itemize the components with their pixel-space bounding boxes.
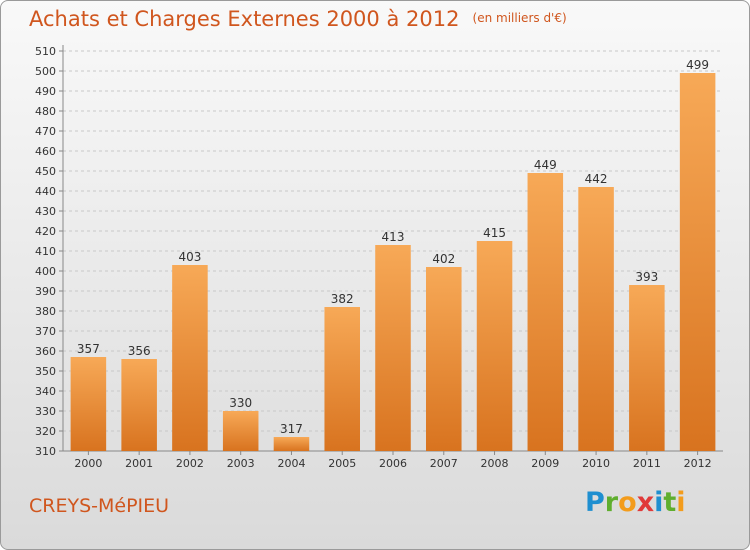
- commune-name: CREYS-MéPIEU: [29, 495, 170, 517]
- bar-value-label: 413: [382, 230, 405, 244]
- x-tick-label: 2008: [481, 457, 509, 470]
- bar-2009: [527, 173, 564, 451]
- logo-letter: o: [618, 487, 637, 518]
- bar-value-label: 356: [128, 344, 151, 358]
- logo-letter: t: [663, 487, 677, 518]
- bar-2011: [629, 285, 665, 451]
- bar-value-label: 415: [483, 226, 506, 240]
- y-tick-label: 470: [35, 125, 56, 138]
- chart-title: Achats et Charges Externes 2000 à 2012: [29, 7, 460, 31]
- bar-2004: [273, 437, 310, 451]
- logo-letter: P: [585, 487, 605, 518]
- y-tick-label: 500: [35, 65, 56, 78]
- y-tick-label: 400: [35, 265, 56, 278]
- y-tick-label: 310: [35, 445, 56, 458]
- y-tick-label: 490: [35, 85, 56, 98]
- bar-2007: [426, 267, 462, 451]
- logo-letter: i: [676, 487, 686, 518]
- bars: [70, 73, 716, 451]
- y-tick-label: 340: [35, 385, 56, 398]
- y-tick-label: 350: [35, 365, 56, 378]
- chart-subtitle: (en milliers d'€): [472, 11, 567, 25]
- bar-value-label: 499: [686, 58, 709, 72]
- bar-2010: [578, 187, 614, 451]
- logo-letter: x: [636, 487, 655, 518]
- x-tick-label: 2009: [531, 457, 559, 470]
- y-tick-label: 320: [35, 425, 56, 438]
- bar-value-label: 330: [229, 396, 252, 410]
- x-tick-label: 2011: [633, 457, 661, 470]
- y-tick-label: 460: [35, 145, 56, 158]
- bar-2001: [121, 359, 157, 451]
- bar-value-label: 402: [432, 252, 455, 266]
- y-tick-label: 360: [35, 345, 56, 358]
- x-tick-label: 2004: [277, 457, 305, 470]
- x-tick-label: 2002: [176, 457, 204, 470]
- x-tick-label: 2006: [379, 457, 407, 470]
- bar-2000: [70, 357, 107, 451]
- bar-2003: [222, 411, 259, 451]
- y-tick-label: 450: [35, 165, 56, 178]
- x-tick-label: 2003: [227, 457, 255, 470]
- bar-value-label: 403: [178, 250, 201, 264]
- y-tick-label: 430: [35, 205, 56, 218]
- bar-value-label: 357: [77, 342, 100, 356]
- x-tick-label: 2012: [684, 457, 712, 470]
- bar-2002: [172, 265, 208, 451]
- y-tick-label: 330: [35, 405, 56, 418]
- y-tick-label: 420: [35, 225, 56, 238]
- bar-value-label: 393: [635, 270, 658, 284]
- x-tick-label: 2000: [74, 457, 102, 470]
- proxiti-logo: Proxiti: [585, 487, 686, 518]
- bar-value-label: 317: [280, 422, 303, 436]
- x-tick-label: 2001: [125, 457, 153, 470]
- bar-value-label: 449: [534, 158, 557, 172]
- labels: 310 320 330 340 350 360 370 380 390 400 410 420 430 4…: [35, 45, 712, 470]
- y-tick-label: 410: [35, 245, 56, 258]
- x-tick-label: 2007: [430, 457, 458, 470]
- logo-letter: r: [604, 487, 619, 518]
- bar-value-label: 442: [585, 172, 608, 186]
- y-tick-label: 440: [35, 185, 56, 198]
- y-tick-label: 380: [35, 305, 56, 318]
- bar-value-label: 382: [331, 292, 354, 306]
- x-tick-label: 2010: [582, 457, 610, 470]
- bar-2006: [375, 245, 411, 451]
- y-tick-label: 480: [35, 105, 56, 118]
- y-tick-label: 390: [35, 285, 56, 298]
- bar-2005: [324, 307, 360, 451]
- bar-2008: [476, 241, 513, 451]
- chart-title-row: Achats et Charges Externes 2000 à 2012 (…: [29, 7, 567, 31]
- y-tick-label: 370: [35, 325, 56, 338]
- x-tick-label: 2005: [328, 457, 356, 470]
- logo-letter: i: [654, 487, 664, 518]
- bar-2012: [679, 73, 716, 451]
- y-tick-label: 510: [35, 45, 56, 58]
